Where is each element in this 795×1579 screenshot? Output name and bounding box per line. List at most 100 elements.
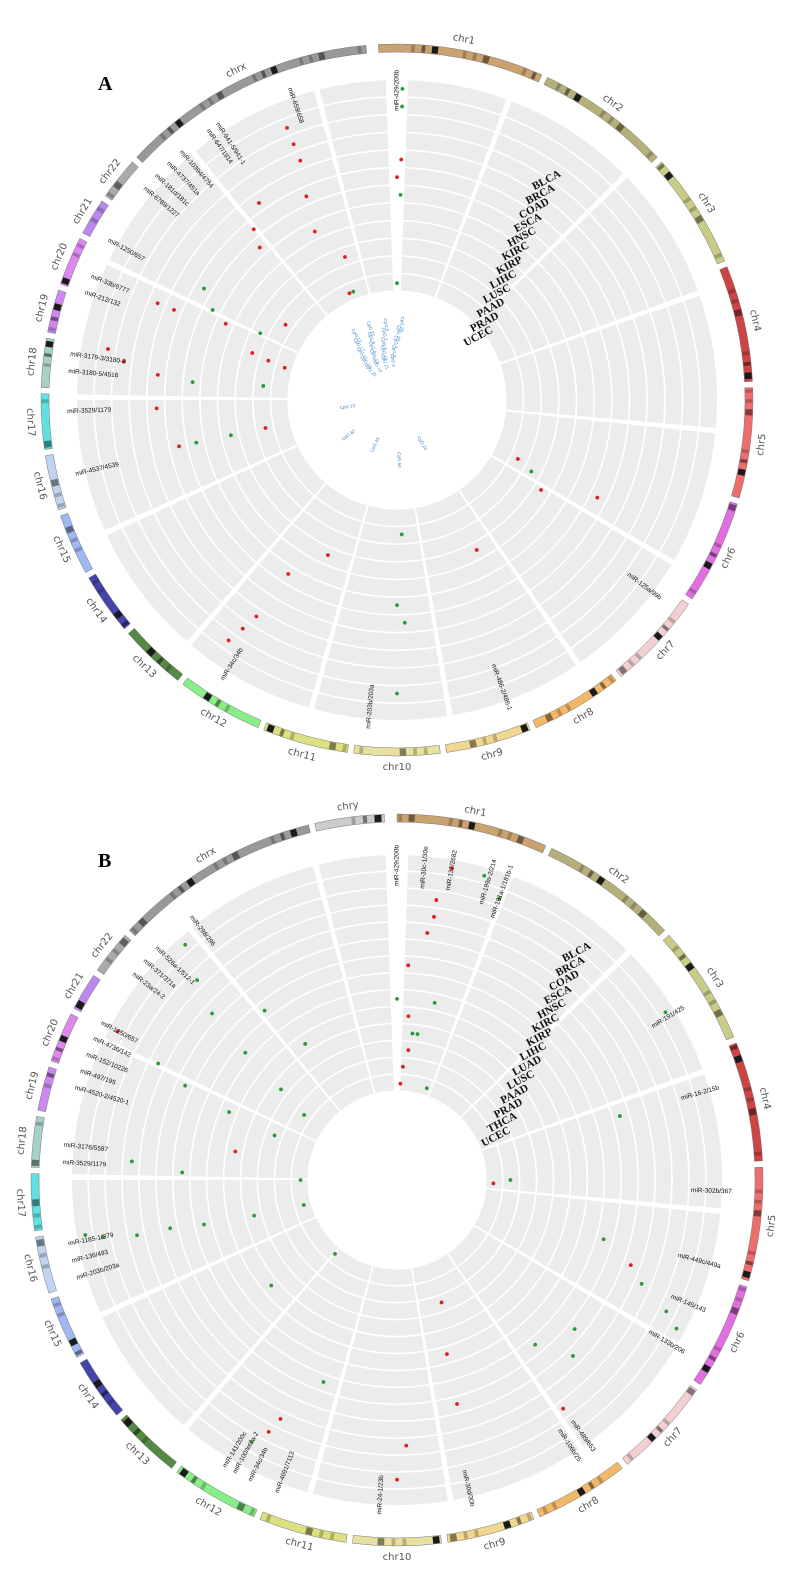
track-segment	[529, 1129, 553, 1194]
track-segment	[322, 872, 387, 896]
track-segment	[156, 1078, 194, 1177]
chromosome-band	[588, 687, 598, 697]
data-point	[343, 255, 347, 259]
track-segment	[240, 1246, 294, 1311]
track-segment	[545, 1123, 570, 1196]
track-segment	[406, 905, 491, 937]
data-point	[406, 1014, 411, 1019]
data-point	[154, 406, 159, 411]
chromosome-label: chr18	[26, 347, 40, 377]
chromosome-label: chr17	[14, 1188, 27, 1217]
chromosome-band	[159, 133, 167, 141]
data-point	[424, 1086, 429, 1091]
track-segment	[206, 107, 323, 178]
track-segment	[489, 923, 591, 997]
track-segment	[295, 244, 360, 288]
track-segment	[200, 400, 233, 480]
chromosome-band	[41, 1263, 50, 1270]
track-segment	[165, 982, 242, 1074]
track-segment	[465, 987, 544, 1045]
chromosome-arc	[621, 1384, 698, 1465]
chromosome-arc	[445, 722, 531, 753]
data-point	[266, 1429, 271, 1434]
track-segment	[619, 954, 703, 1075]
chromosome-chr18: chr18	[16, 1116, 45, 1168]
track-segment	[190, 1092, 224, 1177]
data-point	[298, 158, 303, 163]
track-segment	[332, 625, 437, 650]
track-segment	[292, 1180, 316, 1223]
track-segment	[306, 261, 365, 302]
track-segment	[491, 411, 522, 463]
chromosome-band	[686, 1386, 696, 1396]
track-segment	[427, 1324, 504, 1367]
chromosome-band	[744, 372, 752, 380]
track-segment	[241, 1114, 270, 1178]
chromosome-label: chr16	[31, 471, 48, 501]
track-segment	[583, 989, 655, 1092]
track-segment	[593, 1107, 621, 1200]
track-segment	[122, 520, 210, 629]
chromosome-band	[753, 1209, 762, 1217]
data-point	[258, 331, 263, 336]
cpg-label: CpG 22	[366, 321, 376, 338]
data-point	[406, 1048, 411, 1053]
chromosome-arc	[259, 1511, 348, 1543]
track-segment	[356, 1315, 422, 1336]
track-segment	[194, 1267, 261, 1349]
chromosome-band	[530, 71, 537, 80]
chromosome-band	[662, 1418, 671, 1426]
track-segment	[191, 632, 314, 708]
track-segment	[218, 324, 250, 398]
track-segment	[224, 1107, 255, 1178]
track-segment	[567, 336, 594, 418]
mirna-label: miR-429/200b	[394, 845, 401, 886]
chromosome-band	[729, 1044, 738, 1051]
chromosome-band	[223, 704, 231, 713]
chromosome-band	[745, 1260, 754, 1266]
data-point	[402, 620, 407, 625]
track-segment	[94, 400, 136, 523]
data-point	[301, 1203, 306, 1207]
chromosome-label: chr6	[728, 1330, 748, 1355]
chromosome-label: chr4	[757, 1086, 773, 1110]
track-segment	[453, 1018, 520, 1069]
track-segment	[634, 313, 664, 424]
track-segment	[535, 1304, 618, 1391]
chromosome-band	[714, 252, 723, 260]
track-segment	[204, 236, 270, 314]
track-segment	[406, 97, 501, 131]
track-segment	[487, 1261, 545, 1322]
track-segment	[318, 676, 445, 703]
mirna-label: miR-24-1/23b	[376, 1475, 385, 1515]
chromosome-arc	[446, 1511, 535, 1543]
chromosome-band	[351, 816, 356, 825]
track-segment	[301, 1217, 339, 1260]
track-segment	[486, 150, 586, 223]
track-segment	[353, 221, 392, 243]
track-segment	[458, 1234, 502, 1280]
chromosome-band	[432, 1536, 440, 1544]
chromosome-label: chr15	[50, 534, 72, 565]
chromosome-band	[733, 308, 743, 317]
track-segment	[441, 1394, 551, 1451]
data-point	[202, 286, 206, 291]
chromosome-band	[618, 665, 628, 675]
track-segment	[430, 1338, 513, 1384]
track-segment	[271, 1232, 317, 1285]
data-point	[561, 1406, 566, 1411]
data-point	[250, 351, 255, 355]
track-segment	[242, 1352, 335, 1412]
track-segment	[219, 476, 279, 549]
chromosome-band	[53, 303, 62, 312]
track-segment	[94, 272, 138, 396]
track-segment	[406, 889, 497, 921]
track-segment	[510, 501, 581, 576]
track-segment	[141, 181, 225, 283]
data-point	[257, 201, 261, 205]
track-segment	[328, 115, 388, 140]
panel-b: B chr1chr2chr3chr4chr5chr6chr7chr8chr9ch…	[14, 800, 779, 1563]
chromosome-band	[186, 877, 196, 888]
chromosome-band	[739, 458, 748, 464]
chromosome-band	[279, 728, 285, 737]
